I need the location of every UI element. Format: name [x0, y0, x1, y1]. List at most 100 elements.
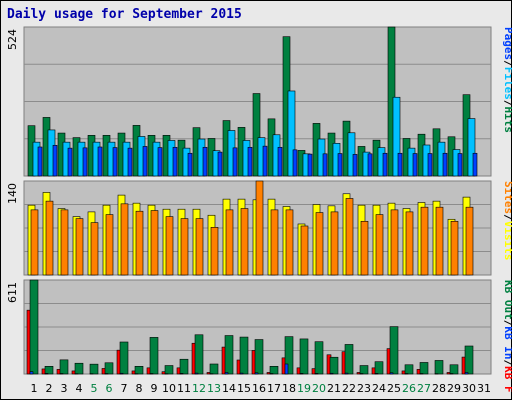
bar-kb-out-day-27: [419, 362, 429, 375]
bar-kb-in-day-20: [314, 373, 319, 375]
bar-sites-day-18: [285, 209, 294, 276]
bar-pages-day-24: [382, 152, 388, 177]
x-tick-day-16: 16: [252, 382, 266, 395]
bar-pages-day-15: [247, 146, 253, 177]
bar-sites-day-21: [330, 211, 339, 276]
panel-kbytes: 611 KB Out/KB In/KB F: [6, 279, 512, 393]
bar-kb-in-day-11: [179, 373, 184, 375]
bar-sites-day-14: [225, 209, 234, 276]
x-tick-day-12: 12: [192, 382, 206, 395]
x-tick-day-17: 17: [267, 382, 281, 395]
bar-sites-day-29: [450, 220, 459, 276]
x-tick-day-8: 8: [136, 382, 143, 395]
x-tick-day-10: 10: [162, 382, 176, 395]
bar-sites-day-23: [360, 220, 369, 276]
bar-kb-out-day-23: [359, 365, 369, 375]
bar-sites-day-25: [390, 209, 399, 276]
x-tick-day-4: 4: [76, 382, 83, 395]
ymax-label-kbytes: 611: [6, 282, 19, 303]
bar-pages-day-9: [157, 147, 163, 177]
x-tick-day-22: 22: [342, 382, 356, 395]
bar-kb-out-day-14: [224, 335, 234, 375]
bar-kb-in-day-7: [119, 372, 124, 375]
bar-pages-day-1: [37, 146, 43, 177]
ymax-label-visits: 140: [6, 183, 19, 204]
x-tick-day-24: 24: [372, 382, 386, 395]
bar-kb-out-day-20: [314, 341, 324, 375]
x-tick-day-29: 29: [447, 382, 461, 395]
bar-kb-out-day-19: [299, 338, 309, 375]
bar-kb-out-day-18: [284, 336, 294, 375]
x-tick-day-7: 7: [121, 382, 128, 395]
bar-sites-day-6: [105, 214, 114, 276]
bar-kb-out-day-17: [269, 366, 279, 375]
page-title: Daily usage for September 2015: [7, 7, 242, 22]
bar-pages-day-3: [67, 147, 73, 177]
bar-kb-out-day-15: [239, 336, 249, 375]
bar-pages-day-14: [232, 147, 238, 177]
bar-pages-day-20: [322, 153, 328, 177]
bar-pages-day-28: [442, 152, 448, 177]
bar-kb-out-day-3: [59, 359, 69, 375]
bar-pages-day-7: [127, 147, 133, 177]
x-tick-day-18: 18: [282, 382, 296, 395]
bar-sites-day-10: [165, 216, 174, 276]
panel-hits: 524 Pages/Files/Hits: [6, 26, 512, 177]
bar-kb-in-day-1: [29, 371, 34, 375]
bar-kb-out-day-6: [104, 362, 114, 375]
bar-kb-out-day-21: [329, 356, 339, 375]
bar-sites-day-9: [150, 210, 159, 276]
x-tick-day-26: 26: [402, 382, 416, 395]
bar-pages-day-2: [52, 144, 58, 177]
bar-sites-day-7: [120, 203, 129, 276]
bar-kb-in-day-21: [329, 372, 334, 375]
x-tick-day-30: 30: [462, 382, 476, 395]
bar-kb-out-day-12: [194, 334, 204, 375]
bar-hits-day-16: [252, 93, 261, 177]
bar-kb-in-day-14: [224, 372, 229, 375]
bar-sites-day-4: [75, 218, 84, 276]
bar-pages-day-11: [187, 152, 193, 177]
bar-pages-day-30: [472, 152, 478, 177]
bar-pages-day-23: [367, 153, 373, 177]
bar-sites-day-17: [270, 209, 279, 276]
bar-kb-out-day-1: [29, 279, 39, 375]
bar-files-day-18: [287, 90, 296, 177]
x-tick-day-9: 9: [151, 382, 158, 395]
bar-sites-day-27: [420, 206, 429, 276]
bar-kb-out-day-10: [164, 365, 174, 375]
bar-kb-out-day-26: [404, 364, 414, 375]
bar-kb-in-day-12: [194, 372, 199, 375]
bar-sites-day-1: [30, 209, 39, 276]
bar-sites-day-12: [195, 218, 204, 276]
bar-kb-out-day-25: [389, 326, 399, 375]
bar-sites-day-5: [90, 222, 99, 276]
side-label-visits: Sites/Visits: [502, 181, 512, 261]
bar-files-day-25: [392, 96, 401, 177]
bar-sites-day-13: [210, 227, 219, 276]
bar-pages-day-19: [307, 153, 313, 177]
bar-sites-day-26: [405, 211, 414, 276]
bar-kb-out-day-7: [119, 341, 129, 375]
bar-kb-in-day-24: [374, 373, 379, 375]
bar-kb-out-day-5: [89, 363, 99, 375]
bar-sites-day-20: [315, 212, 324, 276]
x-tick-day-13: 13: [207, 382, 221, 395]
bar-kb-out-day-2: [44, 366, 54, 375]
panel-visits: 140 Sites/Visits: [6, 180, 512, 276]
bar-sites-day-24: [375, 214, 384, 276]
x-tick-day-31: 31: [477, 382, 491, 395]
bar-pages-day-26: [412, 153, 418, 177]
bar-kb-in-day-16: [254, 372, 259, 375]
bar-kb-in-day-25: [389, 372, 394, 375]
bar-pages-day-6: [112, 147, 118, 177]
side-label-kbytes: KB Out/KB In/KB F: [502, 280, 512, 393]
bar-pages-day-29: [457, 153, 463, 177]
bar-pages-day-16: [262, 145, 268, 177]
x-tick-day-2: 2: [46, 382, 53, 395]
bar-sites-day-15: [240, 208, 249, 276]
x-tick-day-28: 28: [432, 382, 446, 395]
bar-pages-day-22: [352, 154, 358, 177]
bar-kb-out-day-29: [449, 364, 459, 375]
